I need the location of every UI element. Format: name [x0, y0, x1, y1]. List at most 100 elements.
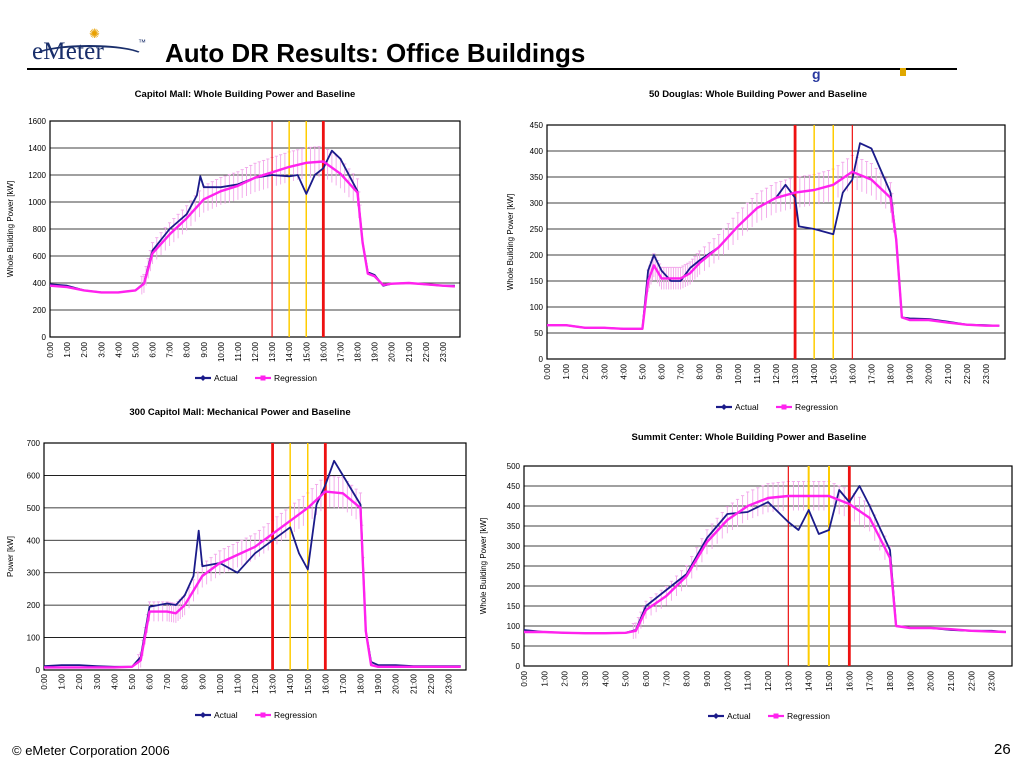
- x-tick-label: 18:00: [886, 670, 895, 691]
- x-tick-label: 20:00: [392, 673, 401, 694]
- x-tick-label: 21:00: [405, 341, 414, 362]
- x-tick-label: 10:00: [217, 341, 226, 362]
- x-tick-label: 8:00: [183, 341, 192, 357]
- x-tick-label: 14:00: [286, 673, 295, 694]
- y-tick-label: 0: [36, 666, 41, 675]
- x-tick-label: 21:00: [947, 670, 956, 691]
- y-tick-label: 300: [507, 542, 521, 551]
- x-tick-label: 11:00: [744, 670, 753, 690]
- series-line-actual: [43, 459, 461, 668]
- logo-swoosh: [32, 45, 146, 69]
- x-tick-label: 15:00: [829, 363, 838, 384]
- series-line-regression: [49, 160, 455, 294]
- title-rule: [27, 68, 957, 70]
- x-tick-label: 12:00: [251, 673, 260, 694]
- y-tick-label: 400: [33, 279, 47, 288]
- x-tick-label: 13:00: [268, 341, 277, 362]
- legend-label: Actual: [214, 710, 238, 720]
- x-tick-label: 17:00: [866, 670, 875, 691]
- y-tick-label: 50: [534, 329, 543, 338]
- x-tick-label: 23:00: [982, 363, 991, 384]
- corner-logo-letter: g: [812, 66, 821, 82]
- x-tick-label: 14:00: [805, 670, 814, 691]
- x-tick-label: 19:00: [906, 363, 915, 384]
- x-tick-label: 20:00: [388, 341, 397, 362]
- y-tick-label: 200: [33, 306, 47, 315]
- x-tick-label: 16:00: [848, 363, 857, 384]
- x-tick-label: 22:00: [963, 363, 972, 384]
- x-tick-label: 18:00: [357, 673, 366, 694]
- x-tick-label: 13:00: [269, 673, 278, 694]
- y-tick-label: 1200: [28, 171, 46, 180]
- y-tick-label: 400: [27, 536, 41, 545]
- legend-marker-diamond: [200, 375, 206, 381]
- x-tick-label: 7:00: [166, 341, 175, 357]
- corner-logo-fragment: g: [812, 66, 908, 82]
- y-tick-label: 700: [27, 439, 41, 448]
- y-tick-label: 0: [42, 333, 47, 342]
- chart-title: 50 Douglas: Whole Building Power and Bas…: [649, 89, 867, 100]
- legend-label: Actual: [735, 402, 759, 412]
- y-tick-label: 450: [530, 121, 544, 130]
- x-tick-label: 15:00: [825, 670, 834, 691]
- legend-label: Regression: [274, 710, 317, 720]
- legend-marker-diamond: [713, 713, 719, 719]
- y-tick-label: 350: [530, 173, 544, 182]
- y-tick-label: 600: [27, 471, 41, 480]
- x-tick-label: 23:00: [439, 341, 448, 362]
- y-tick-label: 1400: [28, 144, 46, 153]
- x-tick-label: 3:00: [93, 673, 102, 689]
- x-tick-label: 10:00: [723, 670, 732, 691]
- legend-label: Actual: [727, 711, 751, 721]
- y-tick-label: 200: [530, 251, 544, 260]
- legend-label: Regression: [795, 402, 838, 412]
- x-tick-label: 5:00: [622, 670, 631, 686]
- y-tick-label: 200: [27, 601, 41, 610]
- y-tick-label: 350: [507, 522, 521, 531]
- y-tick-label: 500: [27, 504, 41, 513]
- y-axis-label: Whole Building Power [kW]: [479, 518, 488, 614]
- x-tick-label: 0:00: [40, 673, 49, 689]
- x-tick-label: 5:00: [131, 341, 140, 357]
- y-tick-label: 500: [507, 462, 521, 471]
- x-tick-label: 14:00: [285, 341, 294, 362]
- x-tick-label: 15:00: [304, 673, 313, 694]
- x-tick-label: 10:00: [734, 363, 743, 384]
- legend-marker-square: [773, 713, 779, 719]
- series-line-regression: [524, 494, 1006, 635]
- y-tick-label: 0: [516, 662, 521, 671]
- y-tick-label: 150: [507, 602, 521, 611]
- x-tick-label: 8:00: [683, 670, 692, 686]
- footer-copyright: © eMeter Corporation 2006: [12, 743, 170, 758]
- x-tick-label: 22:00: [422, 341, 431, 362]
- legend-label: Regression: [274, 373, 317, 383]
- slide-title: Auto DR Results: Office Buildings: [165, 38, 586, 68]
- sun-icon: ✺: [89, 26, 100, 41]
- legend-label: Actual: [214, 373, 238, 383]
- chart-title: Summit Center: Whole Building Power and …: [632, 432, 867, 443]
- x-tick-label: 20:00: [925, 363, 934, 384]
- x-tick-label: 4:00: [619, 363, 628, 379]
- y-axis-label: Whole Building Power [kW]: [6, 181, 15, 277]
- y-tick-label: 250: [507, 562, 521, 571]
- legend-label: Regression: [787, 711, 830, 721]
- chart-title: 300 Capitol Mall: Mechanical Power and B…: [129, 407, 350, 418]
- y-axis-label: Power [kW]: [6, 536, 15, 577]
- x-tick-label: 2:00: [80, 341, 89, 357]
- logo-text: eMeter: [32, 38, 104, 65]
- chart-title: Capitol Mall: Whole Building Power and B…: [135, 89, 356, 100]
- x-tick-label: 18:00: [887, 363, 896, 384]
- y-tick-label: 200: [507, 582, 521, 591]
- emeter-logo: ✺ eMeter: [32, 26, 167, 76]
- chart-summit-center: Summit Center: Whole Building Power and …: [479, 432, 1013, 721]
- x-tick-label: 14:00: [810, 363, 819, 384]
- y-tick-label: 100: [530, 303, 544, 312]
- x-tick-label: 22:00: [967, 670, 976, 691]
- y-tick-label: 600: [33, 252, 47, 261]
- x-tick-label: 3:00: [600, 363, 609, 379]
- y-tick-label: 300: [530, 199, 544, 208]
- x-tick-label: 9:00: [715, 363, 724, 379]
- x-tick-label: 12:00: [772, 363, 781, 384]
- x-tick-label: 5:00: [128, 673, 137, 689]
- x-tick-label: 18:00: [354, 341, 363, 362]
